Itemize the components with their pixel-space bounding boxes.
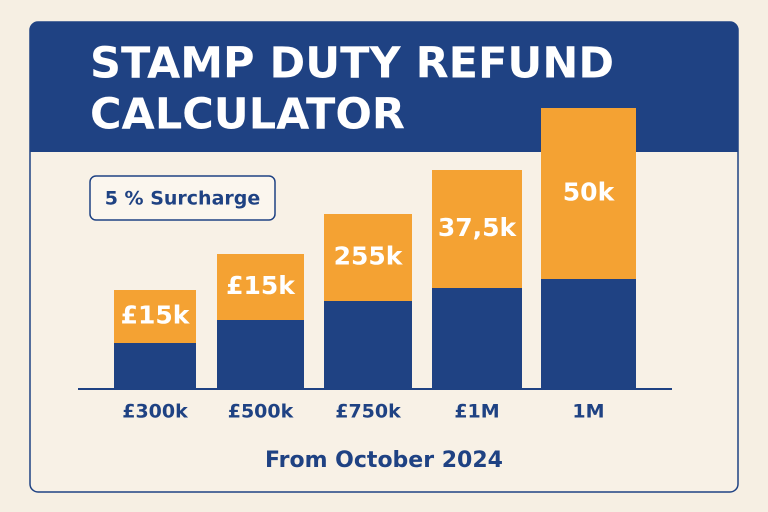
category-label: £750k <box>335 401 401 423</box>
bar-upper <box>114 290 196 343</box>
bar-lower <box>324 301 412 389</box>
badge-box <box>89 175 276 221</box>
footer-text: From October 2024 <box>265 448 503 473</box>
title-line: CALCULATOR <box>90 90 405 140</box>
bar-label: 37,5k <box>438 213 518 242</box>
category-label: £500k <box>228 401 294 423</box>
bars: £15k £300k £15k £500k 255k £750k 37,5k £1M 50k 1M <box>114 108 636 423</box>
badge-text: 5 % Surcharge <box>105 188 261 210</box>
bar-label: 255k <box>334 242 404 271</box>
bar-upper <box>217 254 304 320</box>
title-line: STAMP DUTY REFUND <box>90 39 614 89</box>
bar-label: £15k <box>226 271 296 300</box>
category-label: £1M <box>454 401 499 423</box>
bar-lower <box>114 343 196 389</box>
category-label: 1M <box>572 401 604 423</box>
category-label: £300k <box>122 401 188 423</box>
bar-upper <box>324 214 412 301</box>
bar-lower <box>541 279 636 389</box>
bar-label: £15k <box>121 301 191 330</box>
bar-label: 50k <box>563 178 616 207</box>
bar-upper <box>541 108 636 279</box>
bar-lower <box>217 320 304 389</box>
bar-upper <box>432 170 522 288</box>
bar-lower <box>432 288 522 389</box>
